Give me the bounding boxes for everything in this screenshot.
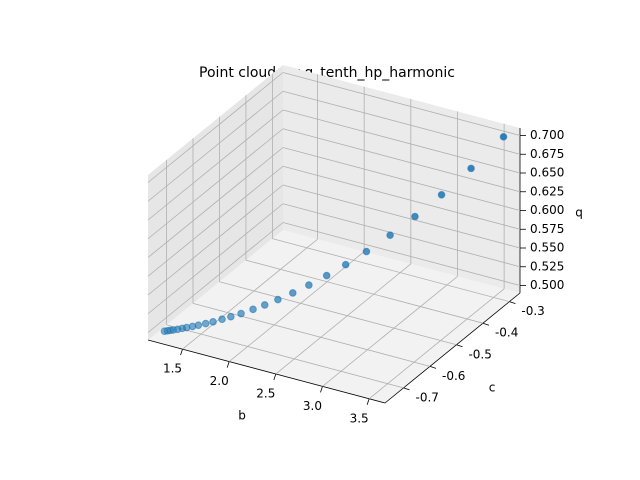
y-tick [509, 301, 516, 305]
data-point [237, 309, 245, 318]
grid-line [282, 109, 521, 174]
data-point [499, 133, 508, 141]
x-tick [366, 398, 370, 405]
y-tick [456, 344, 463, 348]
grid-line [322, 276, 458, 387]
y-tick-label: -0.3 [521, 304, 544, 318]
data-point [227, 312, 235, 321]
data-point [341, 260, 350, 269]
grid-line [282, 90, 521, 155]
data-point [288, 289, 297, 297]
grid-line [368, 288, 505, 400]
y-tick [429, 365, 437, 369]
chart-title: Point cloud for g_tenth_hp_harmonic [199, 65, 455, 81]
data-point [322, 271, 331, 280]
grid-line [275, 263, 412, 375]
z-tick-label: 0.625 [530, 184, 564, 198]
x-tick-label: 2.5 [256, 386, 275, 400]
z-tick-label: 0.675 [530, 147, 564, 161]
data-point [201, 319, 210, 328]
x-tick-label: 3.5 [350, 411, 369, 425]
z-tick-label: 0.650 [530, 166, 564, 180]
z-tick-label: 0.500 [530, 278, 564, 292]
x-tick [273, 373, 277, 381]
x-tick [226, 361, 230, 368]
z-tick-label: 0.600 [530, 203, 564, 217]
data-point [437, 190, 446, 199]
y-tick [403, 387, 410, 391]
grid-line [147, 72, 284, 183]
y-tick-label: -0.6 [442, 369, 465, 383]
grid-line [166, 324, 404, 389]
grid-line [147, 109, 284, 221]
x-tick [180, 349, 183, 356]
y-axis-line [384, 292, 521, 404]
floor-pane [148, 230, 520, 403]
grid-line [272, 238, 510, 303]
data-point [218, 315, 226, 324]
z-tick-label: 0.550 [530, 241, 564, 255]
grid-line [147, 184, 284, 296]
grid-line [182, 238, 318, 350]
grid-line [282, 147, 521, 211]
grid-line [245, 259, 484, 324]
data-point [305, 281, 313, 289]
x-tick [320, 386, 323, 393]
x-axis-line [147, 339, 386, 404]
z-tick-label: 0.525 [530, 259, 564, 273]
grid-line [282, 128, 521, 193]
x-tick-label: 2.0 [210, 374, 229, 388]
z-tick-label: 0.700 [530, 128, 564, 142]
grid-line [147, 128, 284, 240]
grid-line [228, 251, 365, 362]
x-axis-label: b [238, 409, 246, 423]
grid-line [147, 165, 284, 277]
grid-line [282, 72, 521, 136]
grid-line [282, 203, 521, 268]
grid-line [147, 90, 284, 202]
grid-line [147, 222, 284, 333]
grid-line [219, 281, 457, 346]
y-tick-label: -0.5 [468, 347, 491, 361]
y-tick [482, 322, 490, 326]
z-axis-label: q [575, 206, 583, 220]
y-tick-label: -0.7 [416, 390, 439, 404]
grid-line [282, 222, 521, 286]
data-point [209, 318, 217, 326]
grid-line [147, 147, 284, 258]
data-point [194, 321, 203, 330]
data-point [260, 301, 269, 309]
x-tick-label: 3.0 [303, 399, 322, 413]
z-tick-label: 0.575 [530, 222, 564, 236]
data-point [274, 295, 282, 304]
y-axis-label: c [489, 381, 496, 395]
data-point [386, 231, 394, 240]
data-point [467, 164, 475, 173]
grid-line [147, 203, 284, 315]
data-point [411, 212, 419, 221]
grid-line [282, 165, 521, 230]
grid-line [282, 184, 521, 249]
y-tick-label: -0.4 [495, 326, 518, 340]
data-point [362, 247, 371, 256]
x-tick-label: 1.5 [163, 362, 182, 376]
data-point [249, 305, 257, 314]
